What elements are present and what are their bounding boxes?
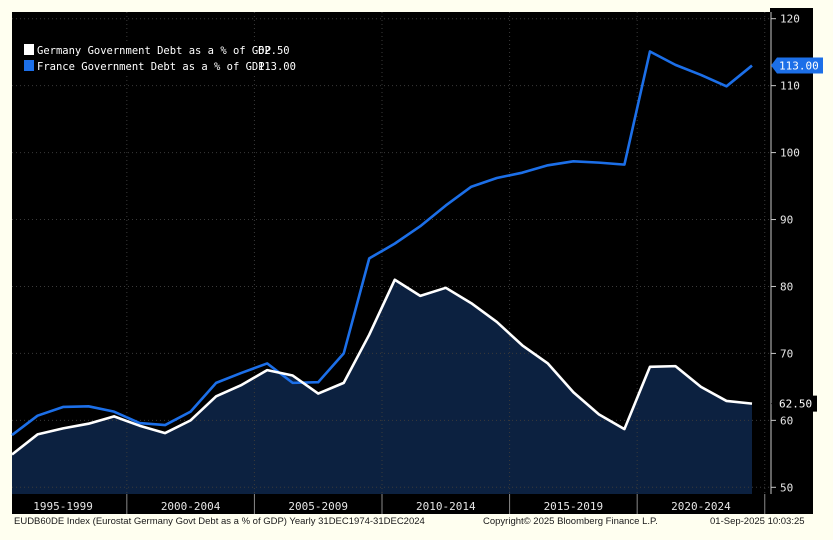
- france-debt-line: [11, 50, 753, 437]
- legend-swatch-france: [24, 60, 34, 71]
- series-lines: [11, 50, 753, 456]
- x-axis: 1995-1999 2000-2004 2005-2009 2010-2014 2015…: [33, 494, 766, 514]
- y-tick-label: 70: [780, 347, 793, 360]
- y-tick-label: 100: [780, 147, 800, 160]
- badge-germany: [771, 395, 817, 412]
- legend-label-germany: Germany Government Debt as a % of GDP: [37, 45, 271, 57]
- legend: Germany Government Debt as a % of GDP Fr…: [20, 42, 296, 75]
- legend-value-france: 113.00: [258, 61, 296, 73]
- x-tick-label: 2005-2009: [288, 500, 348, 513]
- y-tick-label: 80: [780, 280, 793, 293]
- germany-area-fill: [12, 279, 752, 494]
- y-tick-label: 120: [780, 13, 800, 26]
- x-axis-band: [12, 494, 770, 514]
- y-tick-label: 50: [780, 481, 793, 494]
- germany-debt-line: [11, 278, 753, 456]
- y-tick-label: 90: [780, 214, 793, 227]
- y-axis: 50 60 70 80 90 100 110 120: [771, 13, 800, 494]
- y-axis-band: [770, 8, 813, 514]
- y-tick-label: 110: [780, 80, 800, 93]
- gridlines: [12, 12, 770, 494]
- y-tick-label: 60: [780, 414, 793, 427]
- badge-label-france: 113.00: [779, 60, 819, 73]
- x-tick-label: 2010-2014: [416, 500, 476, 513]
- legend-box: [20, 42, 296, 75]
- x-tick-label: 1995-1999: [33, 500, 93, 513]
- legend-label-france: France Government Debt as a % of GDP: [37, 61, 265, 73]
- germany-area-layer: [12, 279, 752, 494]
- footer-copyright: Copyright© 2025 Bloomberg Finance L.P.: [483, 516, 658, 527]
- last-value-badges: 62.50 113.00: [771, 57, 823, 412]
- x-tick-label: 2000-2004: [161, 500, 221, 513]
- legend-swatch-germany: [24, 44, 34, 55]
- x-tick-label: 2015-2019: [544, 500, 604, 513]
- footer-source: EUDB60DE Index (Eurostat Germany Govt De…: [14, 516, 425, 527]
- badge-france: [771, 57, 823, 74]
- badge-label-germany: 62.50: [779, 398, 812, 411]
- footer-timestamp: 01-Sep-2025 10:03:25: [710, 516, 805, 527]
- x-tick-label: 2020-2024: [671, 500, 731, 513]
- legend-value-germany: 62.50: [258, 45, 290, 57]
